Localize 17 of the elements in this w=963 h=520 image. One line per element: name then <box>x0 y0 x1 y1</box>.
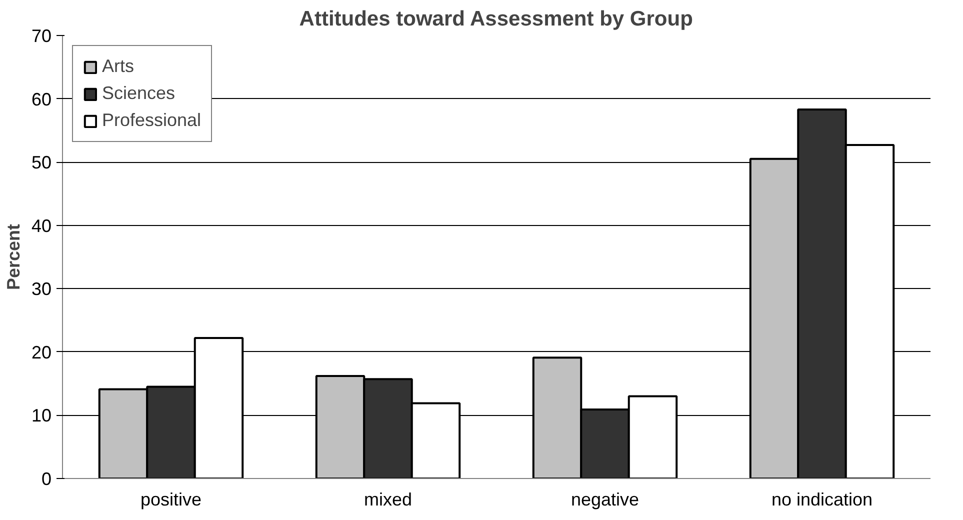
y-tick-label: 30 <box>31 279 52 300</box>
y-tick-label: 60 <box>31 89 52 110</box>
legend-label: Professional <box>102 110 202 131</box>
y-tick-label: 10 <box>31 406 52 426</box>
y-tick-label: 20 <box>31 342 52 362</box>
x-tick-label: no indication <box>771 490 873 510</box>
y-tick-label: 0 <box>41 469 52 489</box>
x-tick-label: negative <box>570 490 640 510</box>
legend-label: Sciences <box>102 83 176 104</box>
x-tick-label: positive <box>140 490 202 510</box>
y-tick-label: 50 <box>31 152 52 173</box>
y-tick-label: 70 <box>31 26 52 46</box>
chart-title: Attitudes toward Assessment by Group <box>299 8 693 30</box>
y-tick-label: 40 <box>31 216 52 236</box>
y-axis-title: Percent <box>3 224 24 290</box>
legend-label: Arts <box>102 56 134 77</box>
x-tick-label: mixed <box>364 490 412 510</box>
